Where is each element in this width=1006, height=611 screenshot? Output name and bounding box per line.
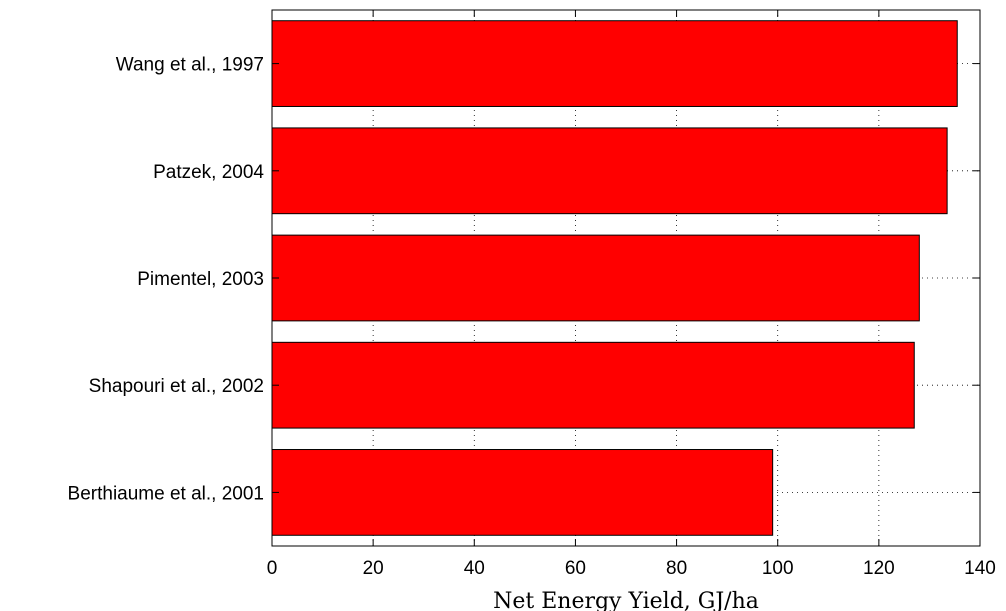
- y-tick-label: Berthiaume et al., 2001: [68, 483, 264, 504]
- bar: [271, 20, 958, 107]
- bars: [271, 20, 958, 536]
- x-tick-label: 0: [267, 558, 278, 579]
- bar: [271, 341, 915, 429]
- bar: [271, 234, 920, 322]
- y-tick-labels: Wang et al., 1997 Patzek, 2004 Pimentel, 2…: [68, 55, 265, 505]
- x-tick-label: 40: [464, 558, 485, 579]
- bar: [271, 127, 948, 215]
- x-tick-label: 60: [565, 558, 586, 579]
- tick-marks: [271, 10, 981, 546]
- x-tick-label: 140: [964, 558, 996, 579]
- x-tick-label: 120: [863, 558, 895, 579]
- y-tick-label: Pimentel, 2003: [137, 269, 264, 290]
- x-axis-title: Net Energy Yield, GJ/ha: [493, 589, 759, 611]
- y-tick-label: Wang et al., 1997: [116, 55, 264, 76]
- x-tick-label: 100: [762, 558, 794, 579]
- bar: [271, 449, 774, 536]
- y-tick-label: Patzek, 2004: [153, 162, 264, 183]
- y-tick-label: Shapouri et al., 2002: [89, 376, 264, 397]
- x-tick-label: 80: [666, 558, 687, 579]
- x-tick-label: 20: [363, 558, 384, 579]
- x-tick-labels: 0 20 40 60 80 100 120 140: [267, 558, 996, 579]
